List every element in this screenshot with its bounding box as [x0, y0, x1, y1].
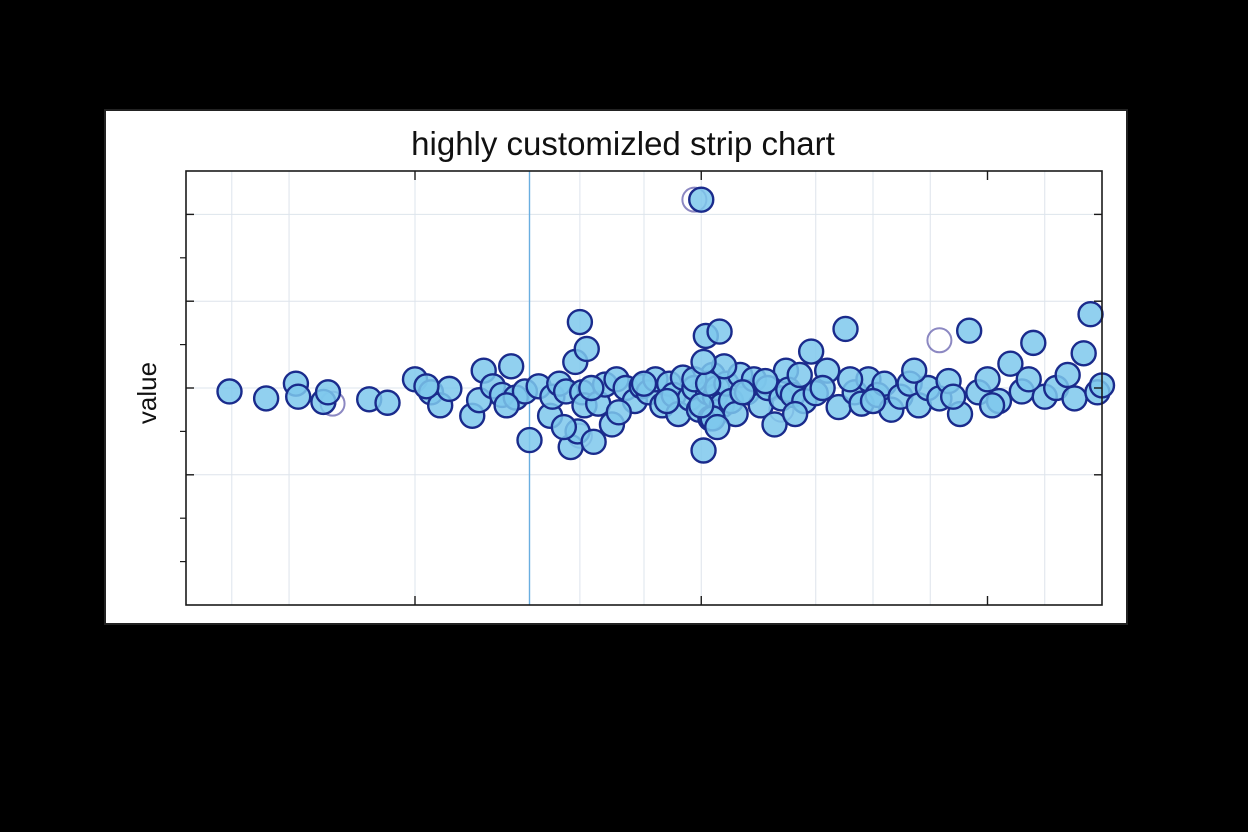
data-point-58: [706, 318, 733, 345]
strip-chart: highly customizled strip chart value: [132, 125, 1116, 606]
data-point-112: [605, 399, 633, 426]
data-point-129: [688, 392, 715, 419]
data-point-103: [1061, 385, 1088, 412]
data-point-95: [974, 366, 1001, 393]
data-point-17: [497, 353, 525, 380]
data-point-124: [901, 357, 928, 384]
data-point-132: [690, 348, 717, 376]
data-point-121: [809, 374, 836, 402]
data-point-126: [978, 392, 1006, 419]
data-point-97: [997, 350, 1024, 377]
data-point-113: [630, 370, 658, 397]
data-point-3: [285, 383, 312, 410]
data-point-118: [729, 379, 756, 406]
data-point-119: [752, 367, 779, 395]
data-point-128: [516, 426, 543, 454]
plot-frame: [180, 170, 1103, 606]
data-point-28: [566, 308, 594, 336]
chart-panel: highly customizled strip chart value: [104, 109, 1128, 625]
data-point-102: [1054, 361, 1081, 389]
data-point-0: [216, 378, 243, 405]
data-point-31: [573, 335, 600, 363]
data-point-51: [690, 437, 717, 464]
data-point-1: [252, 385, 280, 412]
data-point-50: [688, 186, 715, 213]
data-point-131: [704, 413, 731, 441]
data-point-111: [578, 374, 605, 402]
data-point-123: [859, 387, 887, 415]
faded-point-2: [926, 327, 953, 354]
data-point-109: [493, 392, 520, 419]
data-point-68: [761, 411, 788, 438]
data-point-11: [436, 375, 463, 403]
data-point-127: [1015, 366, 1042, 393]
data-point-105: [1077, 301, 1104, 328]
data-point-99: [1020, 329, 1047, 357]
data-point-122: [836, 366, 864, 393]
data-points: [216, 186, 1116, 464]
data-point-32: [580, 428, 607, 456]
data-point-75: [797, 338, 825, 365]
data-point-7: [374, 389, 401, 416]
y-axis-label: value: [132, 362, 162, 424]
data-point-114: [653, 387, 681, 415]
data-point-5: [314, 379, 342, 406]
data-point-108: [413, 373, 440, 400]
chart-title: highly customizled strip chart: [411, 125, 835, 162]
data-point-93: [955, 317, 983, 344]
data-point-120: [781, 400, 809, 428]
data-point-73: [786, 361, 813, 389]
data-point-130: [694, 370, 722, 397]
data-point-125: [939, 383, 967, 410]
data-point-79: [832, 315, 859, 343]
data-point-110: [550, 413, 578, 441]
data-point-104: [1070, 340, 1097, 367]
